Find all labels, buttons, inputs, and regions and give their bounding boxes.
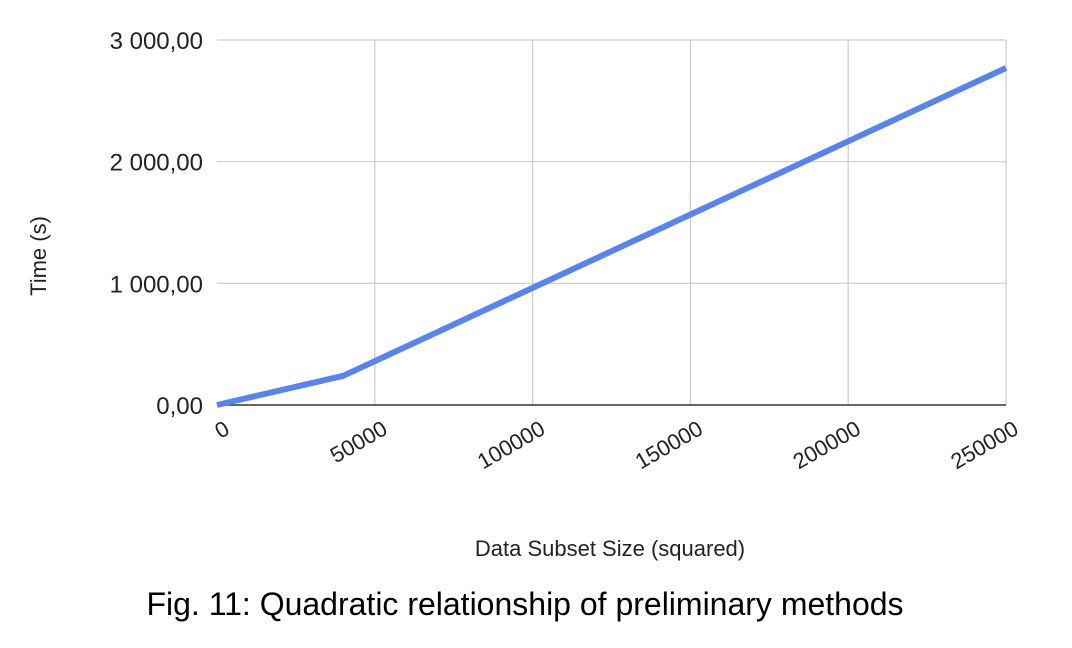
y-axis-title: Time (s) — [26, 216, 51, 296]
x-tick-label: 0 — [210, 416, 233, 444]
x-axis-title: Data Subset Size (squared) — [475, 536, 745, 561]
y-tick-label: 3 000,00 — [110, 28, 203, 55]
y-tick-label: 0,00 — [156, 393, 203, 420]
series-line — [216, 65, 1008, 408]
figure-caption: Fig. 11: Quadratic relationship of preli… — [146, 586, 904, 622]
line-chart: 0,00 1 000,00 2 000,00 3 000,00 0 50000 10000… — [26, 28, 1023, 561]
x-tick-label: 150000 — [631, 416, 707, 474]
y-tick-label: 2 000,00 — [110, 150, 203, 177]
data-point — [340, 373, 346, 379]
series-layer — [214, 65, 1009, 408]
grid-lines — [217, 39, 1007, 405]
y-tick-labels: 0,00 1 000,00 2 000,00 3 000,00 — [110, 28, 203, 420]
x-tick-label: 250000 — [946, 416, 1022, 474]
x-tick-label: 200000 — [789, 416, 865, 474]
data-point — [1003, 65, 1009, 71]
x-tick-label: 100000 — [473, 416, 549, 474]
x-tick-label: 50000 — [326, 416, 391, 468]
y-tick-label: 1 000,00 — [110, 271, 203, 298]
x-tick-labels: 0 50000 100000 150000 200000 250000 — [210, 416, 1022, 474]
data-point — [214, 402, 220, 408]
